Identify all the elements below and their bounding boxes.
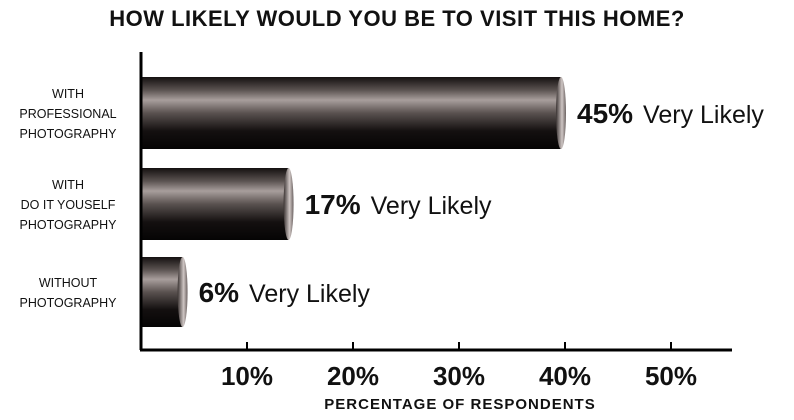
data-label-3: 6% Very Likely — [199, 277, 371, 308]
x-tick-label: 10% — [221, 361, 273, 391]
x-tick-label: 40% — [539, 361, 591, 391]
data-label-value: 45% — [577, 98, 633, 129]
bar-2 — [141, 168, 294, 240]
category-label-line: WITH — [52, 87, 84, 101]
data-label-text: Very Likely — [371, 192, 492, 220]
bar-body — [141, 168, 289, 240]
data-label-text: Very Likely — [643, 101, 764, 129]
x-tick-label: 20% — [327, 361, 379, 391]
data-label-value: 17% — [305, 189, 361, 220]
data-label-text: Very Likely — [249, 280, 370, 308]
category-label-line: PHOTOGRAPHY — [19, 296, 117, 310]
bar-3 — [141, 257, 188, 327]
category-label-1: WITH PROFESSIONAL PHOTOGRAPHY — [19, 87, 117, 141]
x-axis-label: PERCENTAGE OF RESPONDENTS — [324, 396, 596, 413]
bar-body — [141, 257, 183, 327]
x-tick-label: 30% — [433, 361, 485, 391]
data-label-1: 45% Very Likely — [577, 98, 764, 129]
category-label-line: PHOTOGRAPHY — [19, 218, 117, 232]
category-label-line: WITHOUT — [39, 276, 98, 290]
category-label-line: DO IT YOUSELF — [21, 198, 116, 212]
category-label-line: WITH — [52, 178, 84, 192]
category-label-2: WITH DO IT YOUSELF PHOTOGRAPHY — [19, 178, 117, 232]
chart-title: HOW LIKELY WOULD YOU BE TO VISIT THIS HO… — [109, 6, 685, 31]
data-label-2: 17% Very Likely — [305, 189, 492, 220]
category-label-line: PHOTOGRAPHY — [19, 127, 117, 141]
bar-1 — [141, 77, 566, 149]
category-label-line: PROFESSIONAL — [19, 107, 116, 121]
bar-cap — [177, 257, 188, 327]
data-label-value: 6% — [199, 277, 240, 308]
bar-body — [141, 77, 561, 149]
x-tick-label: 50% — [645, 361, 697, 391]
category-label-3: WITHOUT PHOTOGRAPHY — [19, 276, 117, 310]
bar-cap — [283, 168, 294, 240]
bar-cap — [556, 77, 566, 149]
